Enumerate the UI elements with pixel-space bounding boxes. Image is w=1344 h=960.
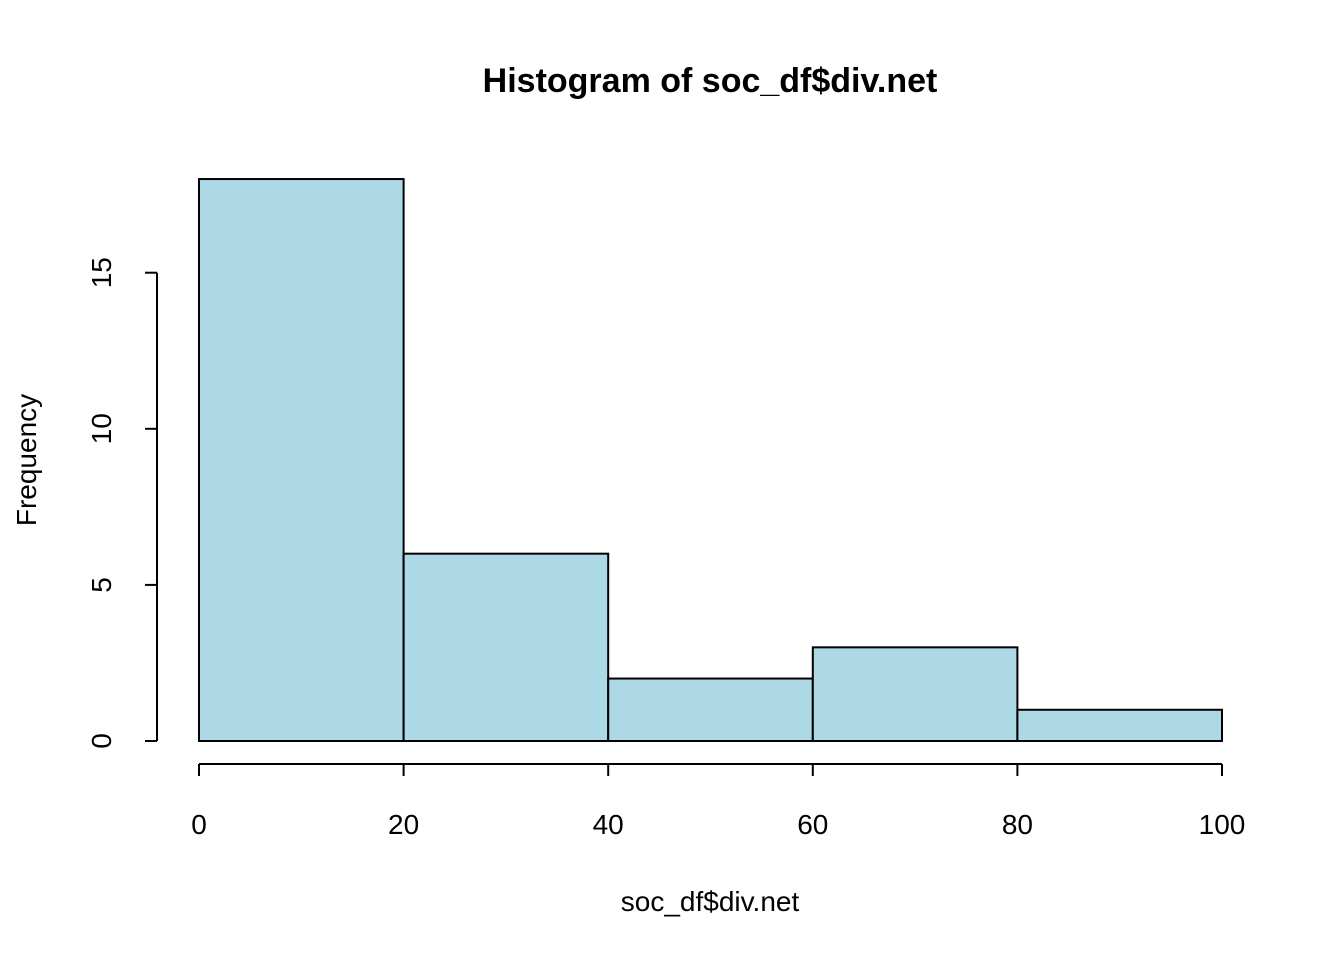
- x-tick-label: 80: [1002, 809, 1033, 840]
- y-tick-label: 15: [86, 257, 117, 288]
- y-tick-label: 10: [86, 413, 117, 444]
- histogram-bar: [198, 178, 405, 743]
- y-axis: 0 5 10 15: [86, 257, 158, 749]
- x-tick-label: 60: [797, 809, 828, 840]
- x-tick-label: 0: [191, 809, 207, 840]
- y-tick-label: 0: [86, 733, 117, 749]
- y-axis-label: Frequency: [11, 394, 42, 526]
- x-tick-label: 20: [388, 809, 419, 840]
- histogram-bar: [1016, 708, 1224, 743]
- x-tick-label: 100: [1199, 809, 1246, 840]
- x-tick-label: 40: [593, 809, 624, 840]
- histogram-bar: [811, 646, 1019, 743]
- histogram-bar: [607, 677, 814, 742]
- y-tick-label: 5: [86, 577, 117, 593]
- histogram-bar: [402, 552, 610, 742]
- bars-group: [198, 178, 1224, 743]
- chart-title: Histogram of soc_df$div.net: [483, 62, 938, 100]
- x-axis-label: soc_df$div.net: [621, 886, 800, 917]
- x-axis: 0 20 40 60 80 100: [191, 763, 1246, 840]
